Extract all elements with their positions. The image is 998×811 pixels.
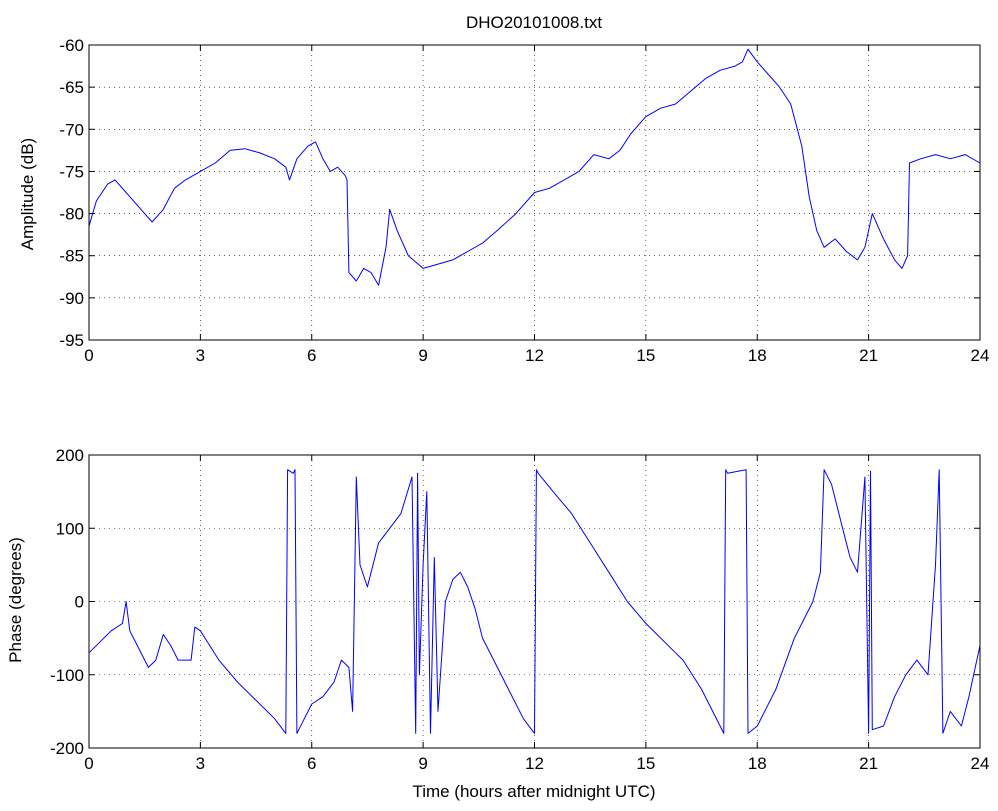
x-tick-label: 12	[525, 754, 544, 773]
y-tick-label: 0	[75, 593, 84, 612]
plot-area	[88, 469, 981, 734]
x-tick-label: 15	[636, 346, 655, 365]
chart-title: DHO20101008.txt	[466, 13, 602, 32]
y-tick-label: -85	[59, 247, 84, 266]
x-tick-label: 21	[859, 346, 878, 365]
x-tick-label: 0	[84, 754, 93, 773]
series-line	[88, 48, 981, 286]
y-axis-label: Amplitude (dB)	[18, 138, 37, 250]
y-tick-label: -80	[59, 205, 84, 224]
x-tick-label: 24	[971, 346, 990, 365]
x-tick-label: 18	[748, 754, 767, 773]
y-tick-label: 200	[56, 446, 84, 465]
y-tick-label: 100	[56, 519, 84, 538]
axis-ticks: 0 3 6 9 12 15 18 21 24 -200 -100 0 100 200	[50, 446, 989, 773]
grid	[89, 45, 980, 340]
x-tick-label: 6	[307, 754, 316, 773]
y-tick-label: -70	[59, 120, 84, 139]
plot-area	[88, 48, 981, 286]
y-tick-label: -65	[59, 78, 84, 97]
x-tick-label: 15	[636, 754, 655, 773]
x-tick-label: 9	[418, 754, 427, 773]
axis-ticks: 0 3 6 9 12 15 18 21 24 -95 -90 -85 -80 -75 -70 -65 -60	[59, 36, 989, 365]
series-line	[88, 469, 981, 734]
x-tick-label: 3	[196, 346, 205, 365]
x-tick-label: 9	[418, 346, 427, 365]
x-tick-label: 18	[748, 346, 767, 365]
x-tick-label: 24	[971, 754, 990, 773]
y-tick-label: -90	[59, 289, 84, 308]
y-tick-label: -95	[59, 331, 84, 350]
x-tick-label: 0	[84, 346, 93, 365]
y-tick-label: -75	[59, 162, 84, 181]
y-tick-label: -60	[59, 36, 84, 55]
x-tick-label: 6	[307, 346, 316, 365]
x-tick-label: 21	[859, 754, 878, 773]
x-tick-label: 12	[525, 346, 544, 365]
y-axis-label: Phase (degrees)	[6, 537, 25, 663]
y-tick-label: -100	[50, 666, 84, 685]
axes-frame	[88, 454, 981, 749]
amplitude-panel: DHO20101008.txt Amplitude (dB) 0 3 6 9 12 15 1…	[18, 13, 989, 365]
axes-frame	[88, 44, 981, 341]
x-tick-label: 3	[196, 754, 205, 773]
x-axis-label: Time (hours after midnight UTC)	[412, 782, 655, 801]
phase-panel: Phase (degrees) Time (hours after midnig…	[6, 446, 989, 801]
y-tick-label: -200	[50, 739, 84, 758]
